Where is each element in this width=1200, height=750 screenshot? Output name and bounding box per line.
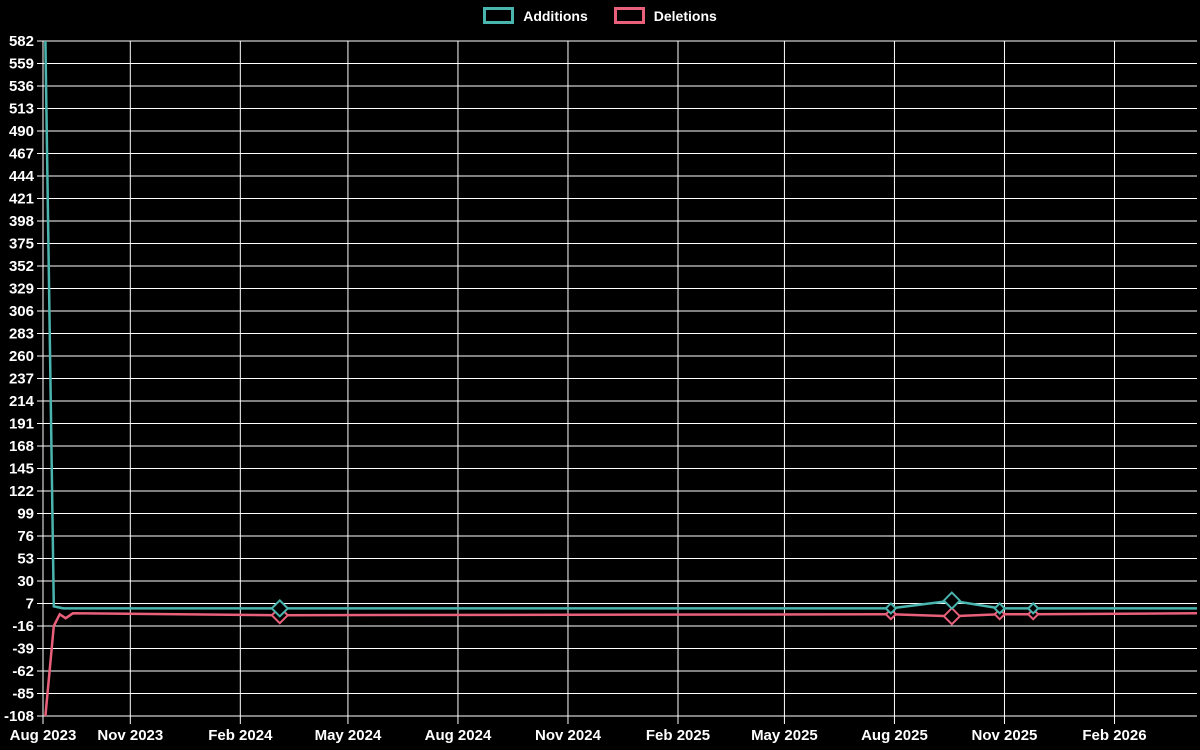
data-point-marker-additions	[270, 598, 290, 618]
y-axis-tick-label: -85	[12, 686, 34, 703]
y-axis-tick-label: 536	[9, 78, 34, 95]
y-axis-tick-label: 145	[9, 461, 34, 478]
chart-legend: Additions Deletions	[0, 7, 1200, 24]
y-axis-tick-label: 53	[17, 551, 34, 568]
x-axis-tick-label: Aug 2023	[10, 727, 77, 744]
y-axis-tick-label: 283	[9, 326, 34, 343]
y-axis-tick-label: 7	[26, 596, 34, 613]
y-axis-tick-label: 513	[9, 101, 34, 118]
x-axis-tick-label: Nov 2023	[97, 727, 163, 744]
data-point-marker-additions	[884, 601, 898, 615]
y-axis-tick-label: -108	[4, 708, 34, 725]
y-axis-tick-label: 30	[17, 573, 34, 590]
data-point-marker-deletions	[942, 606, 962, 626]
x-axis-tick-label: Feb 2025	[646, 727, 710, 744]
y-axis-tick-label: -39	[12, 641, 34, 658]
x-axis-tick-label: Feb 2024	[208, 727, 273, 744]
y-axis-tick-label: 352	[9, 258, 34, 275]
y-axis-tick-label: 76	[17, 528, 34, 545]
y-axis-tick-label: 559	[9, 56, 34, 73]
y-axis-tick-label: 191	[9, 416, 34, 433]
x-axis-tick-label: May 2024	[315, 727, 382, 744]
y-axis-tick-label: 421	[9, 191, 34, 208]
data-point-marker-additions	[1026, 601, 1040, 615]
x-axis-tick-label: Aug 2025	[861, 727, 928, 744]
deletions-swatch-icon	[613, 7, 645, 24]
data-point-marker-additions	[942, 591, 962, 610]
data-point-marker-additions	[993, 601, 1007, 615]
x-axis-tick-label: Nov 2025	[972, 727, 1038, 744]
x-axis-tick-label: May 2025	[751, 727, 818, 744]
y-axis-tick-label: 398	[9, 213, 34, 230]
series-line-deletions	[44, 612, 1198, 717]
legend-item-deletions[interactable]: Deletions	[613, 7, 717, 24]
y-axis-tick-label: 329	[9, 281, 34, 298]
additions-swatch-icon	[483, 7, 515, 24]
y-axis-tick-label: 168	[9, 438, 34, 455]
y-axis-tick-label: 467	[9, 146, 34, 163]
y-axis-tick-label: -16	[12, 618, 34, 635]
y-axis-tick-label: 237	[9, 371, 34, 388]
y-axis-tick-label: -62	[12, 663, 34, 680]
series-line-additions	[44, 40, 1197, 610]
legend-label-additions: Additions	[523, 7, 588, 24]
y-axis-tick-label: 260	[9, 348, 34, 365]
y-axis-tick-label: 306	[9, 303, 34, 320]
x-axis-tick-label: Feb 2026	[1082, 727, 1146, 744]
legend-label-deletions: Deletions	[653, 7, 717, 24]
y-axis-tick-label: 122	[9, 483, 34, 500]
y-axis-tick-label: 214	[9, 393, 35, 410]
x-axis-tick-label: Nov 2024	[535, 727, 602, 744]
y-axis-tick-label: 375	[9, 236, 34, 253]
y-axis-tick-label: 99	[17, 506, 34, 523]
legend-item-additions[interactable]: Additions	[483, 7, 588, 24]
x-axis-tick-label: Aug 2024	[425, 727, 492, 744]
y-axis-tick-label: 490	[9, 123, 34, 140]
y-axis-tick-label: 444	[9, 168, 35, 185]
y-axis-tick-label: 582	[9, 33, 34, 50]
